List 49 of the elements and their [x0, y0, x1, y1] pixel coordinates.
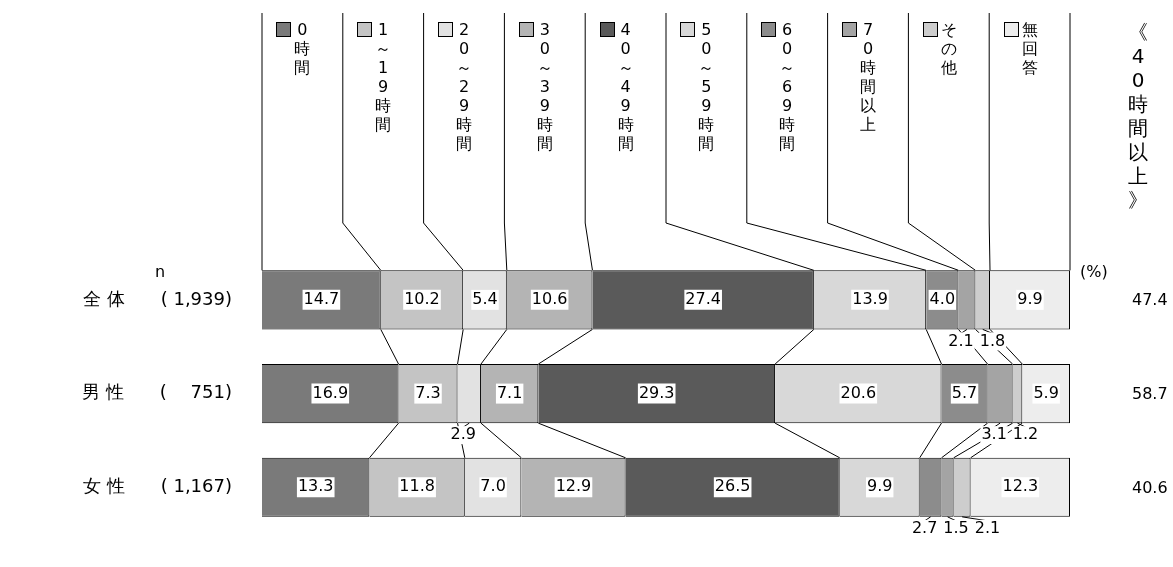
data-label: 1.5: [943, 518, 969, 538]
data-label: 11.8: [399, 476, 435, 496]
text: n: [155, 262, 166, 281]
data-label: 1.2: [1012, 424, 1039, 444]
data-label: 3.1: [981, 424, 1007, 444]
data-label: 10.6: [531, 289, 568, 309]
data-label: 7.1: [496, 382, 523, 402]
data-label: 2.1: [974, 518, 1001, 538]
data-label: 2.7: [911, 518, 938, 538]
data-label: 9.9: [866, 476, 893, 496]
data-label: 1.8: [979, 330, 1006, 350]
legend-label: 1～19時間: [374, 20, 393, 134]
y-tick-label: 女 性 ( 1,167): [82, 475, 232, 497]
data-label: 2.1: [948, 330, 974, 350]
text: (%): [1080, 262, 1108, 281]
text: 《40時間以上》: [1127, 20, 1149, 212]
legend-label: その他: [939, 20, 958, 77]
data-label: 5.9: [1033, 382, 1059, 402]
legend-label: 20～29時間: [455, 20, 473, 153]
legend-label: 40～49時間: [616, 20, 635, 153]
y-tick-label: 男 性 ( 751): [82, 381, 232, 403]
data-label: 2.9: [450, 424, 476, 444]
data-label: 14.7: [303, 289, 340, 309]
data-label: 5.7: [951, 382, 978, 402]
legend-label: 50～59時間: [697, 20, 716, 153]
y-tick-label: 全 体 ( 1,939): [82, 287, 232, 309]
data-label: 7.0: [480, 476, 506, 496]
data-label: 12.9: [555, 476, 592, 496]
text: 40.6: [1132, 477, 1168, 497]
data-label: 27.4: [685, 289, 721, 309]
data-label: 9.9: [1017, 289, 1043, 309]
data-label: 12.3: [1002, 476, 1039, 496]
text: 58.7: [1132, 384, 1168, 404]
data-label: 20.6: [840, 382, 877, 402]
legend-label: 70時間以上: [859, 20, 877, 134]
legend-label: 60～69時間: [778, 20, 797, 153]
data-label: 13.3: [297, 476, 334, 496]
data-label: 4.0: [929, 289, 956, 309]
data-label: 26.5: [714, 476, 751, 496]
text: 47.4: [1132, 290, 1168, 310]
data-label: 29.3: [638, 382, 675, 402]
data-label: 5.4: [472, 289, 498, 309]
legend-label: 無回答: [1020, 20, 1039, 77]
legend-label: 0時間: [293, 20, 312, 77]
legend-label: 30～39時間: [535, 20, 554, 153]
data-label: 7.3: [415, 382, 441, 402]
data-label: 13.9: [852, 289, 888, 309]
data-label: 10.2: [404, 289, 440, 309]
data-label: 16.9: [312, 382, 349, 402]
